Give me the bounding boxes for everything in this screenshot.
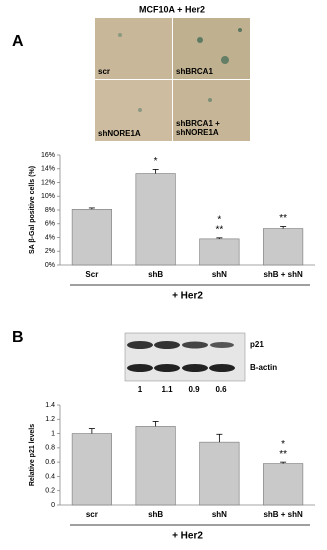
- significance: **: [215, 224, 223, 235]
- significance: **: [279, 213, 287, 224]
- bar: [199, 238, 240, 266]
- text-line: shNORE1A: [98, 129, 141, 138]
- text-line: shNORE1A: [176, 128, 219, 137]
- blot-quant: 1.1: [161, 385, 173, 394]
- micrograph: [173, 80, 250, 141]
- y-tick-label: 0%: [45, 262, 55, 269]
- x-tick-label: scr: [86, 510, 98, 519]
- blot-quant: 0.9: [188, 385, 200, 394]
- y-tick-label: 1.4: [45, 402, 55, 409]
- x-tick-label: shB: [148, 270, 163, 279]
- text-line: scr: [98, 67, 110, 76]
- y-tick-label: 0.8: [45, 445, 55, 452]
- bar: [71, 433, 112, 506]
- significance: *: [154, 156, 158, 167]
- image-label: shBRCA1: [176, 67, 213, 76]
- y-axis-label: SA β-Gal positive cells (%): [29, 166, 36, 254]
- panel-label: B: [12, 329, 24, 346]
- y-axis-label: Relative p21 levels: [29, 424, 36, 486]
- significance: *: [217, 214, 221, 225]
- bar: [71, 209, 112, 266]
- blot-label: p21: [250, 340, 264, 349]
- significance: **: [279, 449, 287, 460]
- y-tick-label: 1: [51, 430, 55, 437]
- blot-quant: 1: [138, 385, 143, 394]
- y-tick-label: 6%: [45, 221, 55, 228]
- micrograph: [95, 80, 172, 141]
- blot-quant: 0.6: [215, 385, 227, 394]
- image-label: shBRCA1 + shNORE1A: [176, 119, 220, 137]
- image-label: shNORE1A: [98, 129, 141, 138]
- micrographs: [95, 18, 250, 141]
- text-line: shBRCA1 +: [176, 119, 220, 128]
- y-tick-label: 14%: [41, 166, 55, 173]
- x-axis-label: + Her2: [172, 291, 203, 302]
- x-tick-label: Scr: [85, 270, 98, 279]
- image-title: MCF10A + Her2: [139, 4, 205, 14]
- micrograph: [173, 18, 250, 79]
- x-tick-label: shN: [212, 510, 227, 519]
- micrograph: [95, 18, 172, 79]
- x-tick-label: shB: [148, 510, 163, 519]
- y-tick-label: 4%: [45, 234, 55, 241]
- bar: [135, 426, 176, 506]
- y-tick-label: 10%: [41, 193, 55, 200]
- y-tick-label: 0.6: [45, 459, 55, 466]
- y-tick-label: 1.2: [45, 416, 55, 423]
- panel-label: A: [12, 33, 24, 50]
- bar: [199, 441, 240, 506]
- x-tick-label: shN: [212, 270, 227, 279]
- text-line: shBRCA1: [176, 67, 213, 76]
- x-tick-label: shB + shN: [263, 270, 303, 279]
- y-tick-label: 0.4: [45, 473, 55, 480]
- bar: [263, 228, 304, 266]
- bar: [135, 173, 176, 266]
- y-tick-label: 16%: [41, 152, 55, 159]
- blot-label: B-actin: [250, 363, 277, 372]
- image-label: scr: [98, 67, 110, 76]
- y-tick-label: 0.2: [45, 488, 55, 495]
- y-tick-label: 8%: [45, 207, 55, 214]
- y-tick-label: 12%: [41, 179, 55, 186]
- significance: *: [281, 439, 285, 450]
- x-tick-label: shB + shN: [263, 510, 303, 519]
- y-tick-label: 0: [51, 502, 55, 509]
- x-axis-label: + Her2: [172, 531, 203, 542]
- western-blot: [124, 332, 246, 382]
- bar: [263, 463, 304, 506]
- y-tick-label: 2%: [45, 248, 55, 255]
